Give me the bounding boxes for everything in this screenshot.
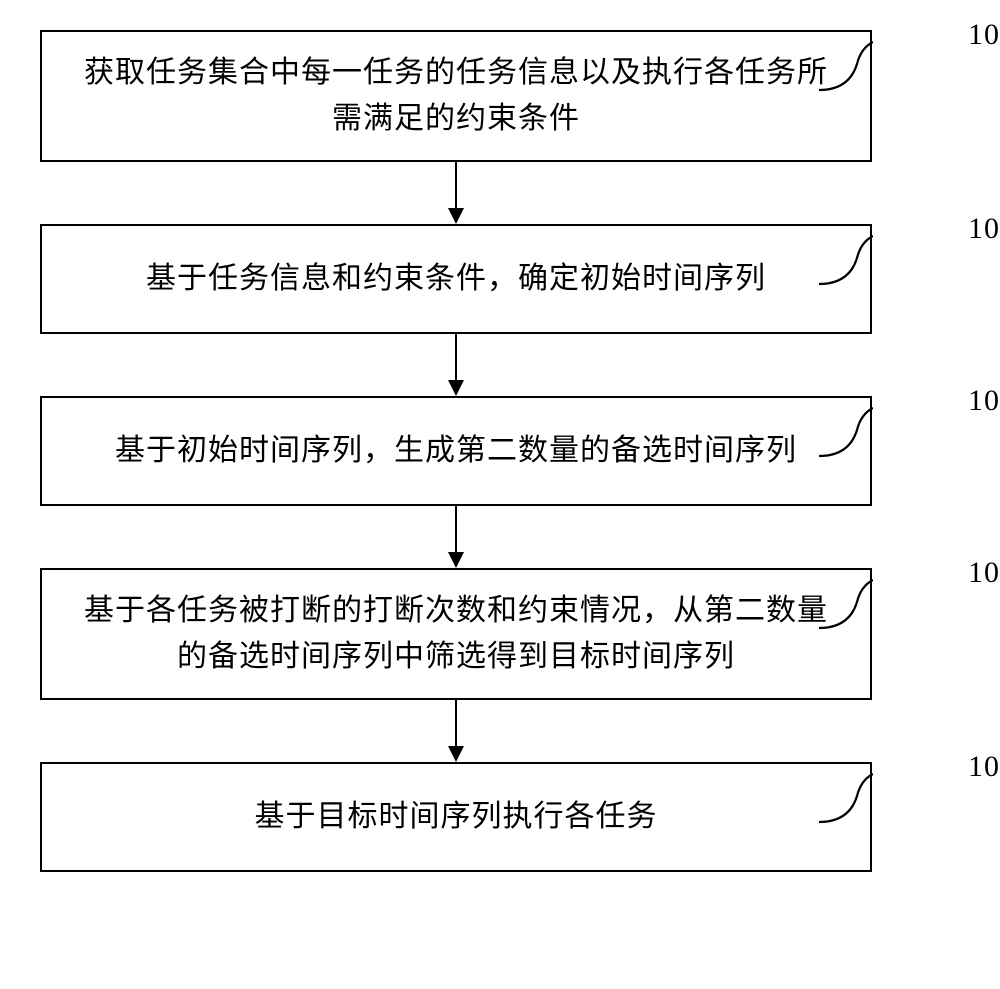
step-label: 102 — [968, 212, 1000, 246]
arrow-connector — [40, 506, 872, 568]
step-box-102: 基于任务信息和约束条件，确定初始时间序列 — [40, 224, 872, 334]
flowchart-container: 获取任务集合中每一任务的任务信息以及执行各任务所需满足的约束条件 101 基于任… — [40, 30, 960, 872]
arrow-connector — [40, 334, 872, 396]
flowchart-step: 基于目标时间序列执行各任务 105 — [40, 762, 960, 872]
arrow-connector — [40, 700, 872, 762]
flowchart-step: 获取任务集合中每一任务的任务信息以及执行各任务所需满足的约束条件 101 — [40, 30, 960, 162]
step-text: 获取任务集合中每一任务的任务信息以及执行各任务所需满足的约束条件 — [70, 50, 842, 143]
step-box-103: 基于初始时间序列，生成第二数量的备选时间序列 — [40, 396, 872, 506]
arrow-down-icon — [444, 506, 468, 568]
arrow-down-icon — [444, 700, 468, 762]
step-label: 103 — [968, 384, 1000, 418]
arrow-down-icon — [444, 162, 468, 224]
arrow-connector — [40, 162, 872, 224]
flowchart-step: 基于任务信息和约束条件，确定初始时间序列 102 — [40, 224, 960, 334]
callout-curve-icon — [819, 772, 873, 826]
callout-curve-icon — [819, 406, 873, 460]
flowchart-step: 基于各任务被打断的打断次数和约束情况，从第二数量的备选时间序列中筛选得到目标时间… — [40, 568, 960, 700]
step-box-104: 基于各任务被打断的打断次数和约束情况，从第二数量的备选时间序列中筛选得到目标时间… — [40, 568, 872, 700]
step-box-101: 获取任务集合中每一任务的任务信息以及执行各任务所需满足的约束条件 — [40, 30, 872, 162]
step-box-105: 基于目标时间序列执行各任务 — [40, 762, 872, 872]
step-text: 基于各任务被打断的打断次数和约束情况，从第二数量的备选时间序列中筛选得到目标时间… — [70, 588, 842, 681]
arrow-down-icon — [444, 334, 468, 396]
step-label: 104 — [968, 556, 1000, 590]
step-text: 基于目标时间序列执行各任务 — [255, 794, 658, 841]
callout-curve-icon — [819, 234, 873, 288]
flowchart-step: 基于初始时间序列，生成第二数量的备选时间序列 103 — [40, 396, 960, 506]
step-label: 105 — [968, 750, 1000, 784]
step-text: 基于初始时间序列，生成第二数量的备选时间序列 — [115, 428, 797, 475]
step-label: 101 — [968, 18, 1000, 52]
step-text: 基于任务信息和约束条件，确定初始时间序列 — [146, 256, 766, 303]
